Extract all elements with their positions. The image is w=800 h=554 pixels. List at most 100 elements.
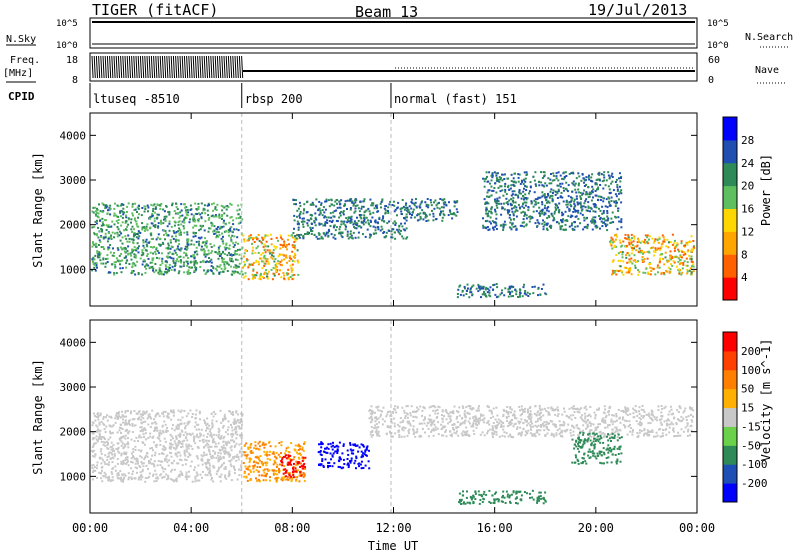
radar-cell [218, 234, 221, 236]
radar-cell [166, 478, 169, 481]
radar-cell [469, 291, 472, 294]
radar-cell [263, 236, 266, 239]
radar-cell [311, 202, 314, 205]
radar-cell [174, 212, 177, 215]
radar-cell [496, 197, 499, 200]
radar-cell [503, 294, 506, 297]
radar-cell [109, 204, 112, 207]
radar-cell [141, 249, 144, 252]
radar-cell [168, 263, 171, 266]
radar-cell [109, 236, 112, 239]
radar-cell [380, 201, 383, 203]
radar-cell [124, 251, 127, 254]
radar-cell [135, 223, 138, 225]
radar-cell [131, 461, 134, 464]
radar-cell [549, 178, 552, 181]
radar-cell [215, 209, 218, 211]
radar-cell [277, 260, 280, 263]
radar-cell [310, 228, 312, 231]
radar-cell [236, 259, 239, 262]
radar-cell [204, 422, 206, 425]
radar-cell [193, 224, 196, 227]
radar-cell [130, 476, 133, 479]
radar-cell [235, 410, 238, 413]
radar-cell [179, 231, 182, 234]
radar-cell [363, 218, 366, 221]
radar-cell [178, 451, 181, 454]
radar-cell [194, 260, 197, 262]
radar-cell [300, 233, 303, 236]
radar-cell [109, 446, 112, 449]
radar-cell [230, 449, 233, 452]
radar-cell [105, 440, 108, 443]
radar-cell [342, 466, 345, 469]
radar-cell [109, 271, 112, 274]
radar-cell [187, 257, 190, 259]
radar-cell [367, 219, 369, 222]
radar-cell [224, 431, 227, 434]
radar-cell [234, 422, 237, 425]
radar-cell [503, 208, 506, 211]
radar-cell [194, 269, 197, 272]
radar-cell [233, 467, 236, 470]
radar-cell [402, 228, 405, 231]
radar-cell [114, 421, 117, 424]
radar-cell [198, 218, 200, 221]
radar-cell [328, 230, 331, 233]
radar-cell [327, 461, 330, 464]
radar-cell [206, 474, 209, 477]
radar-cell [156, 412, 159, 415]
radar-cell [527, 295, 530, 297]
radar-cell [116, 235, 119, 238]
radar-cell [400, 207, 403, 210]
radar-cell [149, 246, 152, 248]
radar-cell [497, 178, 500, 181]
radar-cell [673, 250, 676, 252]
radar-cell [331, 219, 334, 222]
radar-cell [231, 429, 234, 432]
radar-cell [521, 413, 524, 415]
radar-cell [493, 187, 496, 189]
radar-cell [623, 266, 626, 269]
radar-cell [194, 477, 197, 480]
radar-cell [339, 466, 342, 469]
radar-cell [231, 270, 234, 273]
radar-cell [264, 245, 267, 248]
radar-cell [131, 266, 134, 269]
radar-cell [177, 260, 180, 263]
radar-cell [296, 259, 299, 262]
radar-cell [159, 432, 162, 435]
radar-cell [318, 237, 321, 240]
radar-cell [327, 464, 329, 467]
radar-cell [99, 219, 101, 222]
radar-cell [170, 257, 173, 260]
radar-cell [119, 423, 122, 426]
radar-cell [133, 232, 136, 235]
radar-cell [610, 200, 613, 202]
radar-cell [298, 480, 301, 483]
radar-cell [370, 204, 373, 207]
radar-cell [661, 408, 664, 410]
radar-cell [223, 219, 225, 222]
radar-cell [253, 447, 256, 450]
radar-cell [127, 476, 130, 479]
radar-cell [151, 447, 153, 449]
radar-cell [680, 273, 683, 276]
radar-cell [356, 204, 359, 207]
radar-cell [349, 216, 352, 219]
radar-cell [152, 210, 154, 213]
radar-cell [255, 236, 258, 239]
radar-cell [302, 456, 305, 459]
radar-cell [188, 272, 191, 275]
radar-cell [297, 452, 300, 455]
radar-cell [208, 459, 211, 461]
radar-cell [158, 268, 161, 271]
radar-cell [247, 468, 250, 471]
radar-cell [483, 185, 486, 188]
radar-cell [537, 181, 540, 184]
radar-cell [195, 409, 198, 412]
radar-cell [498, 202, 500, 205]
radar-cell [207, 443, 210, 446]
radar-cell [457, 288, 460, 291]
radar-cell [216, 228, 219, 231]
